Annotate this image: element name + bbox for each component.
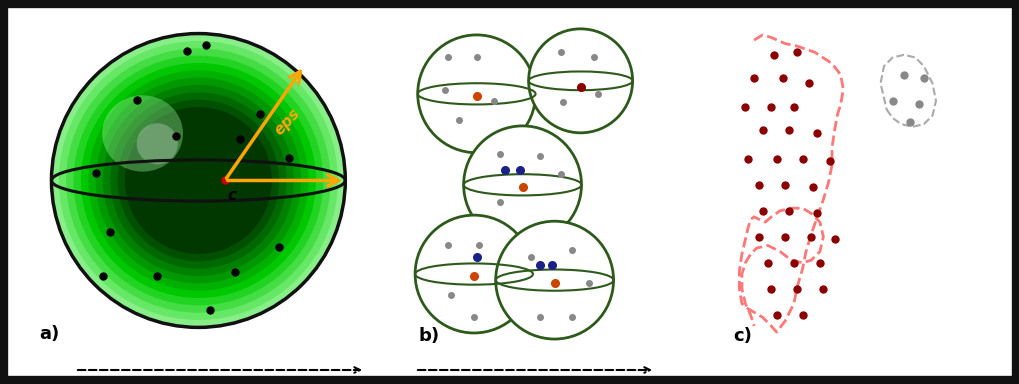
Ellipse shape xyxy=(81,63,316,298)
Ellipse shape xyxy=(495,221,613,339)
Ellipse shape xyxy=(137,123,177,164)
Ellipse shape xyxy=(73,56,323,305)
Ellipse shape xyxy=(124,107,272,254)
Ellipse shape xyxy=(66,48,330,313)
Text: c): c) xyxy=(733,327,751,345)
Ellipse shape xyxy=(415,215,533,333)
Ellipse shape xyxy=(528,29,632,133)
Ellipse shape xyxy=(418,35,535,153)
Text: a): a) xyxy=(40,325,60,343)
Text: b): b) xyxy=(418,327,439,345)
Ellipse shape xyxy=(110,92,286,269)
Text: eps: eps xyxy=(272,106,304,138)
Ellipse shape xyxy=(59,41,337,320)
Ellipse shape xyxy=(88,70,309,291)
Ellipse shape xyxy=(51,33,345,328)
Ellipse shape xyxy=(96,78,301,283)
Ellipse shape xyxy=(117,100,279,261)
Text: c: c xyxy=(227,187,236,203)
Ellipse shape xyxy=(102,95,182,172)
Ellipse shape xyxy=(464,126,581,244)
Ellipse shape xyxy=(103,85,293,276)
